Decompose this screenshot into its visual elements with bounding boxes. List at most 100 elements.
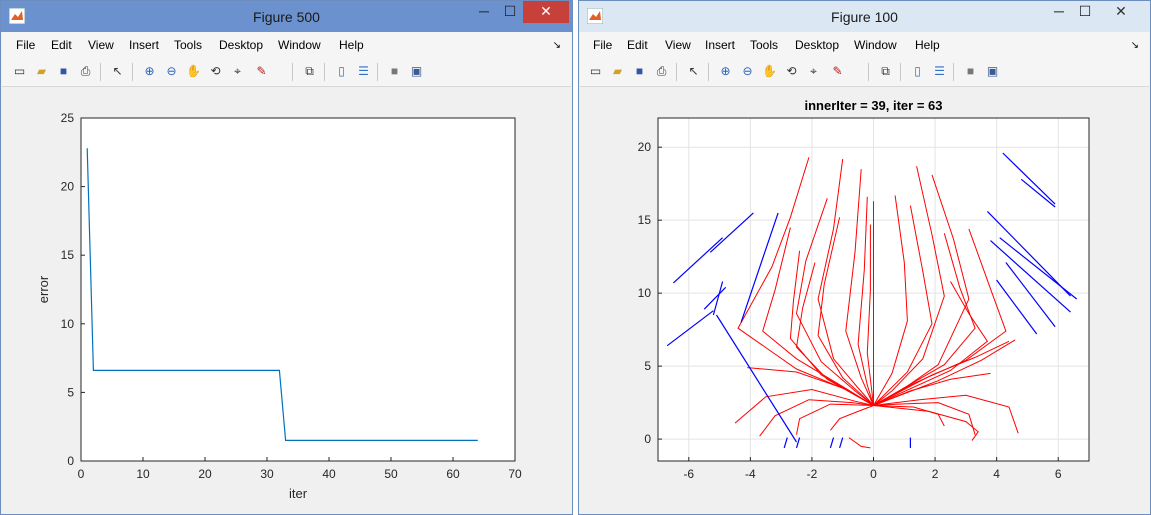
red-trajectory [857,196,874,406]
insert-colorbar-icon[interactable]: ▯ [338,64,345,78]
menu-file[interactable]: File [593,38,613,52]
maximize-button[interactable]: ☐ [503,3,517,19]
toolbar: ▭ ▰ ■ ⎙ ↖ ⊕ ⊖ ✋ ⟲ ⌖ ✎ ⧉ ▯ ☰ ■ ▣ [2,58,571,87]
zoom-in-icon[interactable]: ⊕ [144,64,155,78]
insert-legend-icon[interactable]: ☰ [934,64,945,78]
red-trajectory [817,158,874,406]
minimize-button[interactable]: ─ [479,3,489,19]
y-tick-label: 10 [61,317,75,331]
rotate-3d-icon[interactable]: ⟲ [210,64,221,78]
rotate-3d-icon[interactable]: ⟲ [786,64,797,78]
blue-segment [672,237,724,284]
red-trajectory [873,340,1010,406]
save-icon[interactable]: ■ [635,64,644,78]
data-cursor-icon[interactable]: ⌖ [810,64,817,78]
menu-desktop[interactable]: Desktop [795,38,840,52]
blue-segment [986,210,1071,297]
blue-segment [712,281,724,316]
close-button[interactable]: ✕ [1098,1,1144,23]
show-plot-tools-icon[interactable]: ▣ [986,64,999,78]
show-plot-tools-icon[interactable]: ▣ [410,64,423,78]
menu-edit[interactable]: Edit [51,38,72,52]
red-trajectory [789,250,874,406]
blue-segment [996,279,1038,335]
trajectory-plot: -6 -4 -2 0 2 4 6 0 5 10 15 20 innerIter = 39, iter =… [638,98,1090,481]
menu-tools[interactable]: Tools [174,38,203,52]
axes-box [80,117,516,462]
red-trajectory [830,405,874,431]
blue-segment [795,437,801,449]
title-bar[interactable]: Figure 100 ─ ☐ ✕ [579,1,1150,32]
maximize-button[interactable]: ☐ [1078,3,1092,19]
separator [868,63,869,81]
edit-plot-icon[interactable]: ↖ [112,64,123,78]
red-trajectory [873,402,976,435]
zoom-out-icon[interactable]: ⊖ [742,64,753,78]
window-title: Figure 500 [253,9,320,25]
blue-segment [990,240,1071,313]
menu-help[interactable]: Help [339,38,364,52]
y-tick-label: 5 [67,385,74,399]
link-plot-icon[interactable]: ⧉ [881,64,890,78]
red-trajectory [795,198,874,406]
dock-arrow-icon[interactable]: ↘ [1130,40,1139,51]
x-tick-label: 40 [322,467,336,481]
blue-segment [709,212,754,253]
insert-colorbar-icon[interactable]: ▯ [914,64,921,78]
hide-plot-tools-icon[interactable]: ■ [966,64,975,78]
menu-insert[interactable]: Insert [705,38,736,52]
data-cursor-icon[interactable]: ⌖ [234,64,241,78]
separator [132,63,133,81]
insert-legend-icon[interactable]: ☰ [358,64,369,78]
x-tick-label: 4 [993,467,1000,481]
menu-view[interactable]: View [665,38,691,52]
axes-background [81,118,515,461]
link-plot-icon[interactable]: ⧉ [305,64,314,78]
menu-view[interactable]: View [88,38,114,52]
zoom-out-icon[interactable]: ⊖ [166,64,177,78]
zoom-in-icon[interactable]: ⊕ [720,64,731,78]
brush-icon[interactable]: ✎ [832,64,843,78]
pan-icon[interactable]: ✋ [186,64,201,78]
brush-icon[interactable]: ✎ [256,64,267,78]
blue-segment [1002,152,1056,205]
separator [324,63,325,81]
edit-plot-icon[interactable]: ↖ [688,64,699,78]
red-trajectory [796,403,874,435]
menu-edit[interactable]: Edit [627,38,648,52]
red-trajectory [734,388,874,424]
y-tick-label: 25 [61,111,75,125]
print-icon[interactable]: ⎙ [656,64,667,78]
x-tick-label: 6 [1055,467,1062,481]
menu-window[interactable]: Window [278,38,321,52]
red-trajectory [873,405,979,441]
pan-icon[interactable]: ✋ [762,64,777,78]
menu-file[interactable]: File [16,38,36,52]
menu-insert[interactable]: Insert [129,38,160,52]
blue-segment [999,237,1078,300]
save-icon[interactable]: ■ [59,64,68,78]
new-figure-icon[interactable]: ▭ [13,64,26,78]
chart-title: innerIter = 39, iter = 63 [804,98,942,113]
x-tick-label: 50 [384,467,398,481]
close-button[interactable]: ✕ [523,1,569,23]
print-icon[interactable]: ⎙ [80,64,91,78]
matlab-logo-icon [9,8,25,24]
red-trajectory [848,437,871,449]
matlab-logo-icon [587,8,603,24]
new-figure-icon[interactable]: ▭ [589,64,602,78]
open-file-icon[interactable]: ▰ [612,64,623,78]
hide-plot-tools-icon[interactable]: ■ [390,64,399,78]
separator [708,63,709,81]
open-file-icon[interactable]: ▰ [36,64,47,78]
title-bar[interactable]: Figure 500 ─ ☐ ✕ [1,1,572,32]
red-trajectory [845,169,874,406]
menu-tools[interactable]: Tools [750,38,779,52]
blue-segment [1020,178,1056,208]
menu-window[interactable]: Window [854,38,897,52]
minimize-button[interactable]: ─ [1054,3,1064,19]
menu-help[interactable]: Help [915,38,940,52]
blue-segment [740,212,779,323]
menu-desktop[interactable]: Desktop [219,38,264,52]
dock-arrow-icon[interactable]: ↘ [552,40,561,51]
